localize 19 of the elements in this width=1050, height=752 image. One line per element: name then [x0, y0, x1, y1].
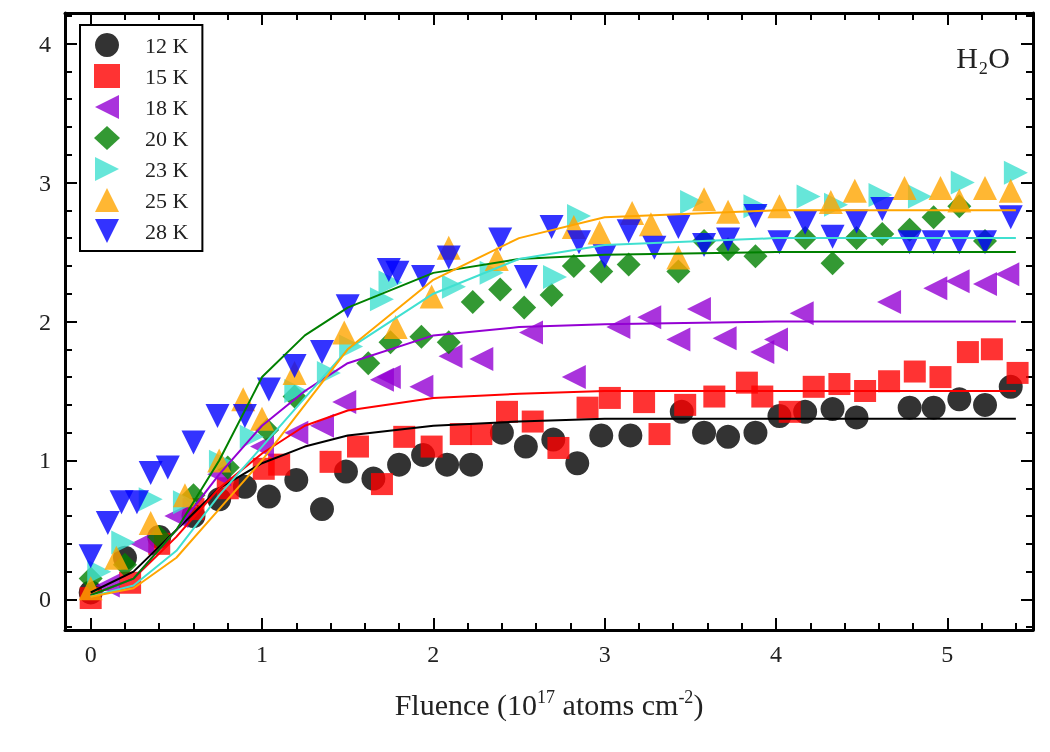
legend-label: 28 K	[145, 218, 189, 244]
legend-label: 20 K	[145, 125, 189, 151]
legend-label: 12 K	[145, 32, 189, 58]
x-tick-label: 2	[427, 641, 440, 667]
y-tick-label: 4	[39, 30, 51, 57]
x-tick-label: 1	[256, 641, 269, 667]
y-tick-label: 0	[39, 586, 51, 613]
x-tick-label: 3	[598, 641, 611, 667]
y-tick-label: 3	[39, 169, 51, 196]
legend-label: 25 K	[145, 187, 189, 213]
legend-label: 18 K	[145, 94, 189, 120]
annotation: H₂O	[956, 40, 1011, 74]
x-tick-label: 5	[941, 641, 954, 667]
legend-label: 15 K	[145, 63, 189, 89]
legend-label: 23 K	[145, 156, 189, 182]
y-tick-label: 1	[39, 447, 51, 474]
y-tick-label: 2	[39, 308, 51, 335]
x-tick-label: 0	[84, 641, 97, 667]
x-tick-label: 4	[770, 641, 783, 667]
